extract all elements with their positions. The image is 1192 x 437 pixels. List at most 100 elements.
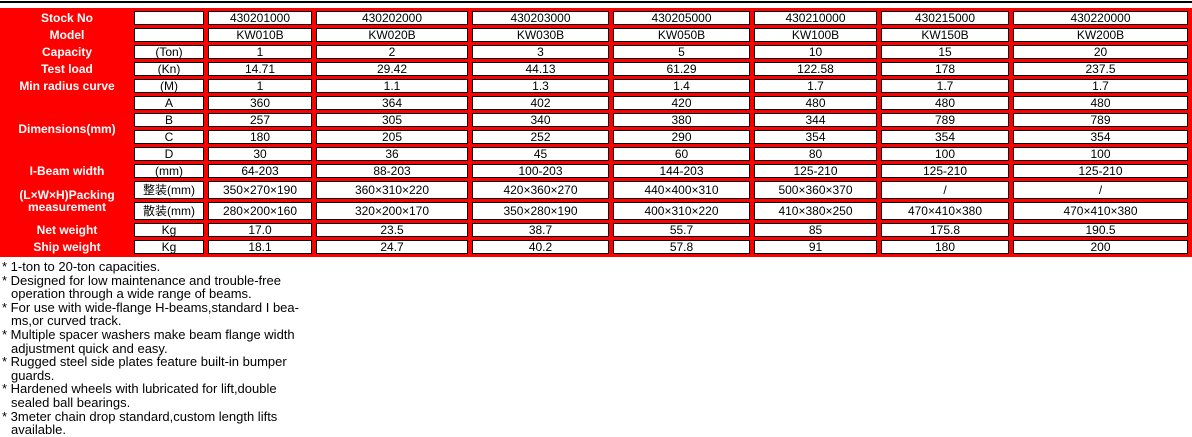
unit-cell: (mm) <box>134 164 204 178</box>
value-cell: 789 <box>881 113 1009 127</box>
spec-table-body: Stock No 430201000 430202000 430203000 43020… <box>4 11 1188 254</box>
spec-table: Stock No 430201000 430202000 430203000 43020… <box>0 8 1192 257</box>
table-row: 散装(mm) 280×200×160 320×200×170 350×280×190 4… <box>4 202 1188 220</box>
value-cell: 420 <box>613 96 750 110</box>
row-label: Min radius curve <box>4 79 130 93</box>
value-cell: 480 <box>881 96 1009 110</box>
row-label: (L×W×H)Packing measurement <box>4 181 130 220</box>
value-cell: 178 <box>881 62 1009 76</box>
value-cell: 200 <box>1013 240 1188 254</box>
note-line: operation through a wide range of beams. <box>11 286 252 302</box>
value-cell: 44.13 <box>472 62 609 76</box>
value-cell: 88-203 <box>316 164 468 178</box>
value-cell: 125-210 <box>1013 164 1188 178</box>
value-cell: 1 <box>208 45 312 59</box>
value-cell: 2 <box>316 45 468 59</box>
value-cell: 280×200×160 <box>208 202 312 220</box>
value-cell: 205 <box>316 130 468 144</box>
value-cell: 144-203 <box>613 164 750 178</box>
table-row: Model KW010B KW020B KW030B KW050B KW100B KW150… <box>4 28 1188 42</box>
value-cell: 1.3 <box>472 79 609 93</box>
unit-cell: 整装(mm) <box>134 181 204 199</box>
note-line: available. <box>11 422 66 437</box>
value-cell: 344 <box>754 113 877 127</box>
value-cell: 3 <box>472 45 609 59</box>
value-cell: 100 <box>1013 147 1188 161</box>
value-cell: 305 <box>316 113 468 127</box>
value-cell: 125-210 <box>881 164 1009 178</box>
value-cell: 410×380×250 <box>754 202 877 220</box>
value-cell: 420×360×270 <box>472 181 609 199</box>
value-cell: 24.7 <box>316 240 468 254</box>
unit-cell: C <box>134 130 204 144</box>
value-cell: 1.4 <box>613 79 750 93</box>
row-label: Test load <box>4 62 130 76</box>
top-divider <box>0 1 1192 3</box>
table-row: Min radius curve (M) 1 1.1 1.3 1.4 1.7 1.7 1.7 <box>4 79 1188 93</box>
row-label: Dimensions(mm) <box>4 96 130 161</box>
unit-cell: B <box>134 113 204 127</box>
value-cell: 180 <box>881 240 1009 254</box>
note-line: * For use with wide-flange H-beams,stand… <box>2 299 299 315</box>
value-cell: KW100B <box>754 28 877 42</box>
value-cell: 430202000 <box>316 11 468 25</box>
row-label: Net weight <box>4 223 130 237</box>
value-cell: 36 <box>316 147 468 161</box>
table-row: Test load (Kn) 14.71 29.42 44.13 61.29 122.58 1… <box>4 62 1188 76</box>
unit-cell: Kg <box>134 223 204 237</box>
table-row: (L×W×H)Packing measurement 整装(mm) 350×270×… <box>4 181 1188 220</box>
note-line: * Designed for low maintenance and troub… <box>2 272 281 288</box>
value-cell: KW050B <box>613 28 750 42</box>
value-cell: 380 <box>613 113 750 127</box>
value-cell: 60 <box>613 147 750 161</box>
value-cell: 350×280×190 <box>472 202 609 220</box>
value-cell: 364 <box>316 96 468 110</box>
value-cell: 789 <box>1013 113 1188 127</box>
value-cell: 17.0 <box>208 223 312 237</box>
value-cell: KW030B <box>472 28 609 42</box>
value-cell: 354 <box>754 130 877 144</box>
value-cell: 237.5 <box>1013 62 1188 76</box>
note-line: sealed ball bearings. <box>11 394 131 410</box>
value-cell: 61.29 <box>613 62 750 76</box>
table-row: C 180 205 252 290 354 354 354 <box>4 130 1188 144</box>
value-cell: 55.7 <box>613 223 750 237</box>
note-line: * 1-ton to 20-ton capacities. <box>2 259 161 274</box>
unit-cell: (M) <box>134 79 204 93</box>
value-cell: 480 <box>1013 96 1188 110</box>
value-cell: 1.1 <box>316 79 468 93</box>
value-cell: 1.7 <box>881 79 1009 93</box>
unit-cell <box>134 28 204 42</box>
note-line: adjustment quick and easy. <box>11 340 168 356</box>
value-cell: / <box>1013 181 1188 199</box>
unit-cell: A <box>134 96 204 110</box>
value-cell: 430203000 <box>472 11 609 25</box>
table-row: Capacity (Ton) 1 2 3 5 10 15 20 <box>4 45 1188 59</box>
value-cell: 20 <box>1013 45 1188 59</box>
value-cell: 360 <box>208 96 312 110</box>
value-cell: 14.71 <box>208 62 312 76</box>
value-cell: 80 <box>754 147 877 161</box>
value-cell: 400×310×220 <box>613 202 750 220</box>
value-cell: 100-203 <box>472 164 609 178</box>
value-cell: 354 <box>881 130 1009 144</box>
value-cell: 57.8 <box>613 240 750 254</box>
value-cell: 430215000 <box>881 11 1009 25</box>
value-cell: KW150B <box>881 28 1009 42</box>
value-cell: 480 <box>754 96 877 110</box>
value-cell: 5 <box>613 45 750 59</box>
value-cell: 122.58 <box>754 62 877 76</box>
row-label: Ship weight <box>4 240 130 254</box>
value-cell: 125-210 <box>754 164 877 178</box>
value-cell: 40.2 <box>472 240 609 254</box>
note-line: ms,or curved track. <box>11 313 122 329</box>
value-cell: 91 <box>754 240 877 254</box>
value-cell: 340 <box>472 113 609 127</box>
note-line: * 3meter chain drop standard,custom leng… <box>2 408 278 424</box>
value-cell: 1.7 <box>1013 79 1188 93</box>
value-cell: 354 <box>1013 130 1188 144</box>
note-line: * Multiple spacer washers make beam flan… <box>2 326 295 342</box>
table-row: Stock No 430201000 430202000 430203000 43020… <box>4 11 1188 25</box>
value-cell: 64-203 <box>208 164 312 178</box>
